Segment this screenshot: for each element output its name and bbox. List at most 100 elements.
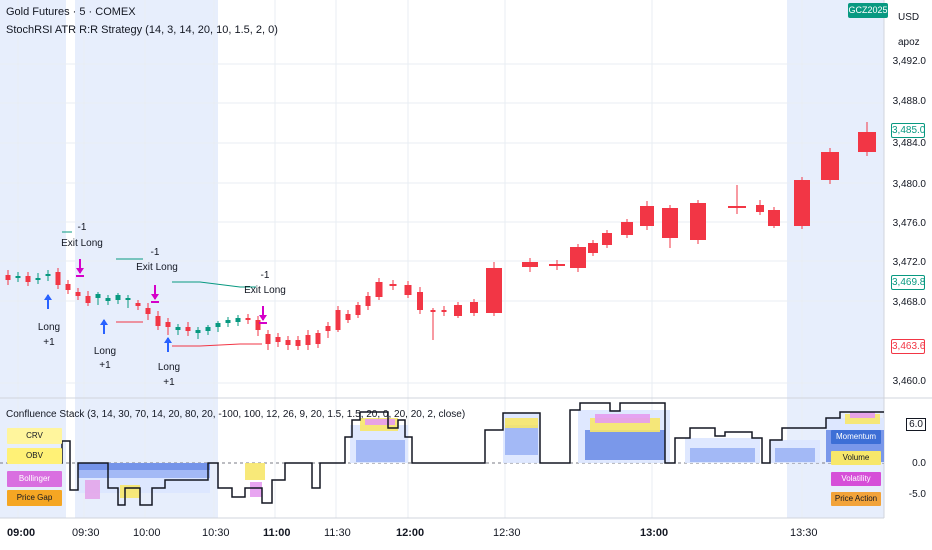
exit-label: Exit Long (61, 238, 103, 249)
long-qty-label: +1 (163, 377, 175, 388)
candle-body (65, 284, 71, 290)
candle-body (165, 322, 171, 327)
stack-block (85, 480, 100, 499)
candle-body (858, 132, 876, 152)
stack-block (365, 419, 395, 425)
exit-label: Exit Long (136, 262, 178, 273)
price-tick: 3,492.0 (892, 56, 926, 67)
candle-body (375, 282, 383, 297)
long-label: Long (158, 362, 180, 373)
candle-body (265, 334, 271, 344)
stack-block (690, 448, 755, 462)
candle-body (125, 298, 131, 300)
candle-body (215, 323, 221, 327)
indicator-title[interactable]: Confluence Stack (3, 14, 30, 70, 14, 20,… (6, 409, 466, 420)
long-arrow-head (164, 337, 172, 343)
session-highlight (75, 0, 218, 518)
stack-block (850, 412, 875, 418)
candle-body (25, 276, 31, 282)
exit-label: Exit Long (244, 285, 286, 296)
exit-qty-label: -1 (261, 270, 270, 281)
long-label: Long (94, 346, 116, 357)
time-tick: 11:30 (324, 527, 351, 539)
exit-qty-label: -1 (151, 247, 160, 258)
legend-crv: CRV (7, 428, 62, 444)
exit-arrow-head (76, 268, 84, 274)
candle-body (355, 305, 361, 315)
legend-volatility: Volatility (831, 472, 881, 486)
candle-body (45, 274, 51, 276)
candle-body (365, 296, 371, 306)
price-tick: 3,488.0 (892, 96, 926, 107)
time-tick: 12:30 (493, 527, 521, 539)
currency-button[interactable]: USD (898, 12, 920, 23)
candle-body (35, 278, 41, 280)
price-tick: 3,472.0 (892, 257, 926, 268)
stack-block (845, 414, 880, 424)
symbol-title[interactable]: Gold Futures · 5 · COMEX (6, 6, 136, 18)
stack-block (775, 448, 815, 462)
candle-body (325, 326, 331, 331)
stack-block (245, 463, 265, 480)
candle-body (55, 272, 61, 285)
candle-body (225, 320, 231, 323)
confluence-outline (7, 402, 884, 506)
stop-line (172, 343, 262, 347)
current-price-tag: 3,485.0 (891, 123, 926, 138)
target-line (172, 281, 256, 288)
candle-body (728, 206, 746, 208)
price-tick: 3,480.0 (892, 179, 926, 190)
candle-body (417, 292, 423, 310)
mode-button[interactable]: apoz (898, 37, 920, 48)
candle-body (821, 152, 839, 180)
stack-block (356, 440, 405, 462)
candle-body (345, 314, 351, 320)
candle-body (95, 294, 101, 298)
long-qty-label: +1 (43, 337, 55, 348)
candle-body (85, 296, 91, 303)
time-tick: 09:00 (7, 527, 36, 539)
candle-body (621, 222, 633, 235)
strategy-title[interactable]: StochRSI ATR R:R Strategy (14, 3, 14, 20… (6, 24, 278, 36)
exit-arrow-head (259, 315, 267, 321)
long-qty-label: +1 (99, 360, 111, 371)
long-arrow-head (44, 294, 52, 300)
stack-block (78, 463, 210, 470)
stack-block (585, 430, 665, 460)
candle-body (441, 310, 447, 312)
long-arrow-head (100, 319, 108, 325)
price-tick: 3,468.0 (892, 297, 926, 308)
contract-badge[interactable]: GCZ2025 (848, 3, 888, 18)
candle-body (295, 340, 301, 346)
level-green-tag: 3,469.8 (891, 275, 926, 290)
candle-body (430, 310, 436, 312)
stack-block (505, 418, 538, 428)
candle-body (155, 316, 161, 326)
legend-price-action: Price Action (831, 492, 881, 506)
candle-body (255, 320, 261, 330)
legend-obv: OBV (7, 448, 62, 464)
candle-body (275, 337, 281, 342)
indicator-tick: 6.0 (906, 418, 926, 431)
candle-body (115, 295, 121, 300)
candle-body (486, 268, 502, 313)
legend-price-gap: Price Gap (7, 490, 62, 506)
candle-body (305, 335, 311, 345)
candle-body (454, 305, 462, 316)
candle-body (470, 302, 478, 313)
time-tick: 11:00 (263, 527, 291, 539)
exit-arrow-head (151, 294, 159, 300)
candle-body (145, 308, 151, 314)
candle-body (549, 264, 565, 266)
candle-body (756, 205, 764, 212)
candle-body (175, 327, 181, 330)
candle-body (285, 340, 291, 345)
candle-body (5, 275, 11, 280)
candle-body (588, 243, 598, 253)
candle-body (794, 180, 810, 226)
price-tick: 3,476.0 (892, 218, 926, 229)
indicator-tick: -5.0 (908, 489, 926, 500)
time-tick: 13:30 (790, 527, 818, 539)
